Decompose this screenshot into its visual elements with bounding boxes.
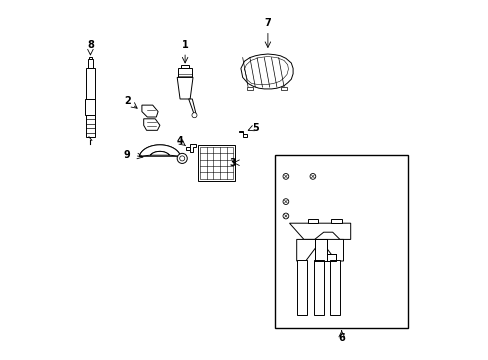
Bar bbox=[313, 260, 323, 315]
Polygon shape bbox=[314, 239, 336, 261]
Polygon shape bbox=[289, 223, 350, 239]
Polygon shape bbox=[188, 99, 196, 114]
Polygon shape bbox=[142, 105, 158, 117]
Bar bbox=[246, 87, 252, 90]
Text: 2: 2 bbox=[124, 96, 131, 106]
Bar bbox=[307, 219, 318, 223]
Circle shape bbox=[179, 156, 184, 161]
Text: 9: 9 bbox=[123, 150, 130, 160]
Polygon shape bbox=[189, 144, 196, 152]
Text: 1: 1 bbox=[182, 40, 188, 50]
Circle shape bbox=[309, 174, 315, 179]
Polygon shape bbox=[143, 119, 160, 130]
Text: 3: 3 bbox=[229, 158, 236, 168]
Bar bbox=[197, 145, 235, 181]
Text: 8: 8 bbox=[87, 40, 94, 50]
Polygon shape bbox=[139, 145, 180, 156]
Bar bbox=[85, 99, 95, 115]
Circle shape bbox=[283, 174, 288, 179]
Polygon shape bbox=[239, 131, 246, 137]
Bar bbox=[181, 65, 189, 68]
Bar bbox=[186, 147, 190, 150]
Text: 5: 5 bbox=[251, 123, 258, 133]
Polygon shape bbox=[150, 152, 169, 155]
Polygon shape bbox=[139, 145, 180, 156]
Circle shape bbox=[283, 199, 288, 204]
Text: 4: 4 bbox=[176, 136, 183, 146]
Circle shape bbox=[177, 153, 187, 163]
Bar bbox=[330, 219, 341, 223]
Bar bbox=[88, 59, 92, 68]
Bar bbox=[86, 68, 95, 137]
Polygon shape bbox=[177, 77, 193, 99]
Bar bbox=[297, 260, 307, 315]
Circle shape bbox=[192, 113, 197, 118]
Polygon shape bbox=[241, 54, 292, 89]
Bar bbox=[275, 155, 407, 328]
Text: 7: 7 bbox=[264, 18, 271, 28]
Polygon shape bbox=[296, 239, 343, 261]
Bar bbox=[329, 260, 339, 315]
Bar bbox=[281, 87, 286, 90]
Bar bbox=[178, 68, 192, 77]
Circle shape bbox=[283, 213, 288, 219]
Bar bbox=[200, 147, 233, 179]
Text: 6: 6 bbox=[338, 333, 345, 343]
Bar bbox=[89, 57, 92, 59]
